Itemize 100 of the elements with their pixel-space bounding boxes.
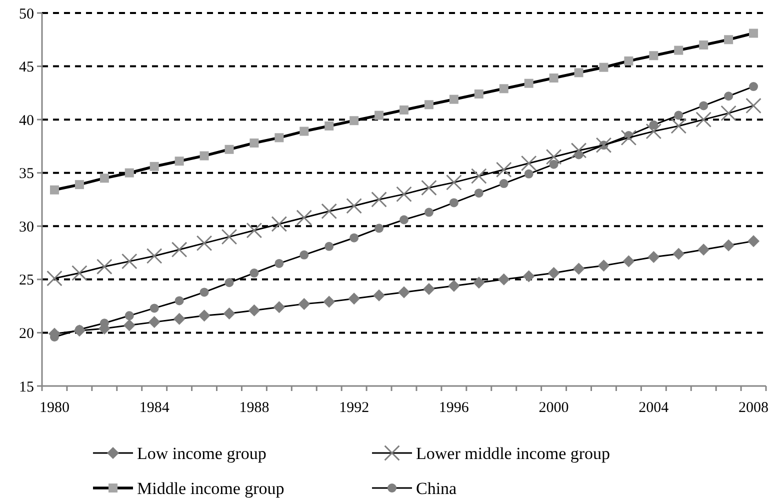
point [674, 110, 684, 120]
point [73, 324, 86, 337]
point [496, 162, 512, 178]
point [549, 160, 558, 169]
point [672, 248, 685, 260]
point [200, 151, 209, 160]
point [498, 273, 510, 286]
point [400, 105, 408, 114]
point [446, 174, 462, 190]
point [698, 244, 710, 256]
point [649, 51, 658, 60]
point [124, 311, 134, 320]
point [424, 208, 434, 217]
x-tick-label: 1992 [339, 400, 370, 416]
point [422, 283, 435, 296]
point [472, 276, 485, 289]
point [674, 46, 684, 55]
point [150, 162, 159, 171]
point [72, 265, 88, 281]
point [571, 142, 586, 158]
point [100, 174, 109, 183]
point [174, 156, 184, 166]
y-tick-label: 15 [19, 379, 34, 396]
point [424, 100, 434, 110]
point [499, 179, 508, 188]
point [373, 289, 386, 302]
point [574, 68, 584, 78]
point [46, 270, 62, 286]
x-tick-label: 1988 [239, 400, 270, 416]
point [699, 101, 708, 110]
point [548, 267, 560, 280]
point [350, 116, 359, 126]
point [248, 304, 260, 316]
point [348, 292, 360, 305]
point [549, 74, 558, 83]
point [148, 316, 160, 328]
point [150, 304, 159, 313]
point [323, 296, 336, 308]
y-tick-label: 20 [19, 326, 34, 342]
point [648, 251, 660, 264]
point [273, 301, 286, 314]
point [572, 262, 585, 275]
point [746, 98, 762, 114]
point [722, 239, 735, 252]
point [300, 250, 309, 260]
point [250, 138, 259, 148]
point [122, 254, 138, 270]
point [346, 198, 362, 214]
point [321, 204, 337, 219]
point [198, 310, 210, 322]
point [620, 130, 636, 146]
point [274, 133, 284, 142]
x-tick-label: 2000 [538, 400, 569, 416]
legend-label: China [416, 479, 458, 498]
point [224, 144, 234, 154]
point [374, 224, 384, 233]
point [371, 192, 387, 208]
point [696, 112, 712, 128]
point [223, 308, 236, 320]
x-tick-label: 1980 [39, 400, 70, 416]
y-tick-label: 25 [19, 272, 34, 289]
point [448, 280, 460, 292]
y-tick-label: 50 [19, 6, 34, 22]
point [196, 235, 212, 251]
point [522, 270, 535, 282]
point [670, 118, 686, 134]
point [298, 298, 310, 310]
point [96, 258, 112, 274]
point [646, 124, 662, 139]
point [720, 105, 736, 121]
point [172, 242, 188, 258]
legend-label: Lower middle income group [416, 444, 610, 463]
point [374, 110, 384, 120]
y-tick-label: 45 [19, 60, 34, 76]
point [296, 210, 312, 226]
point [250, 268, 259, 278]
point [224, 278, 234, 288]
point [324, 121, 334, 130]
point [521, 156, 537, 171]
y-tick-label: 35 [19, 166, 34, 182]
point [50, 185, 59, 194]
point [599, 62, 608, 72]
point [274, 258, 284, 268]
point [748, 235, 760, 248]
point [246, 222, 262, 238]
point [324, 242, 334, 251]
point [546, 149, 562, 165]
point [749, 28, 758, 38]
y-tick-label: 40 [19, 112, 34, 129]
point [421, 180, 437, 196]
point [146, 248, 162, 264]
point [173, 312, 186, 325]
point [449, 94, 458, 104]
point [499, 84, 508, 94]
x-tick-label: 1996 [438, 400, 470, 416]
x-tick-label: 2004 [638, 400, 670, 416]
point [396, 186, 412, 202]
point [350, 233, 359, 242]
point [271, 216, 287, 232]
legend-label: Middle income group [137, 479, 284, 498]
